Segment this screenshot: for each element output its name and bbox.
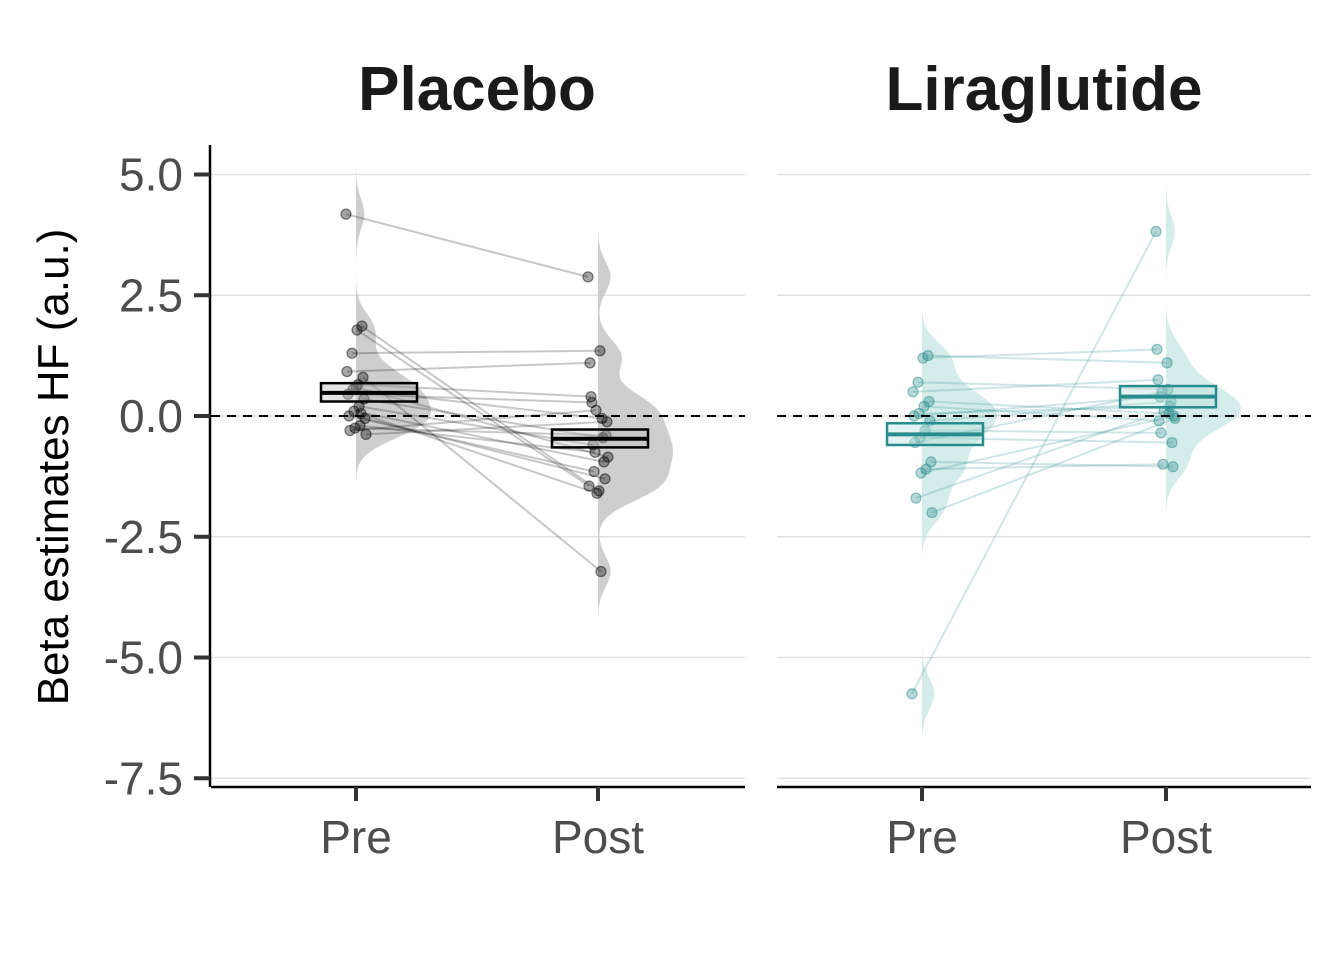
data-point-post [602,451,614,463]
data-point-post [584,357,596,369]
x-tick-label-pre: Pre [320,811,392,863]
y-axis: 5.0 2.5 0.0 -2.5 -5.0 -7.5 [104,145,212,804]
pair-line [351,349,601,355]
data-point-pre [912,376,924,388]
pair-line [345,213,589,278]
y-tick-label: -2.5 [104,511,183,563]
data-point-pre [917,352,929,364]
data-point-post [594,345,606,357]
pair-line [354,427,607,437]
pair-line [357,383,592,398]
pair-line [929,400,1172,422]
data-point-pre [907,386,919,398]
data-point-pre [926,506,938,519]
data-point-post [1166,436,1178,449]
data-point-pre [346,347,358,359]
pair-line [928,400,1170,415]
y-tick-label: 2.5 [119,269,183,321]
data-point-post [1155,427,1167,439]
y-tick-label: -7.5 [104,752,183,804]
data-point-post [591,487,603,499]
pair-line [363,398,604,439]
density-post [1166,184,1241,516]
data-point-pre [906,688,918,700]
data-point-post [583,480,595,492]
data-point-post [588,465,600,478]
pair-line [925,463,1164,471]
pair-line [915,410,1165,500]
pair-line [919,436,1173,444]
pair-line [922,348,1158,360]
pair-line [353,410,605,463]
data-point-pre [344,424,356,437]
data-point-pre [360,428,372,440]
data-point-post [1150,225,1162,238]
data-point-post [595,565,607,578]
panel-placebo: Placebo Pre Post [211,55,745,863]
density-pre [922,309,997,743]
pair-line [360,412,598,495]
y-tick-label: -5.0 [104,632,183,684]
data-point-post [1153,415,1165,427]
data-point-pre [910,492,922,504]
pair-line [361,325,600,492]
y-axis-title: Beta estimates HF (a.u.) [29,229,78,706]
pair-line [927,354,1168,364]
data-point-post [599,473,611,485]
data-point-post [582,271,594,283]
data-point-post [1167,461,1179,473]
panel-liraglutide: Liraglutide Pre Post [777,55,1311,863]
data-point-post [1151,343,1163,355]
pair-line [920,415,1175,474]
data-point-pre [915,467,927,479]
pair-line [355,386,609,459]
data-point-post [1161,357,1173,369]
pair-line [365,420,608,436]
x-tick-label-pre: Pre [886,811,958,863]
pair-line [356,329,590,487]
pair-line [912,378,1159,393]
x-tick-label-post: Post [1120,811,1212,863]
panel-title-placebo: Placebo [358,55,596,124]
data-point-pre [351,324,363,336]
pair-line [923,405,1160,422]
data-point-post [1157,458,1169,470]
pair-line [931,417,1176,514]
data-point-post [1169,412,1181,425]
pair-line [346,361,591,373]
data-point-pre [340,208,352,220]
pair-line [348,415,595,473]
density-pre [356,167,431,483]
pair-line [364,417,606,480]
data-point-pre [341,365,353,378]
pair-line [347,393,593,404]
data-point-post [1152,374,1164,386]
data-point-pre [355,407,367,420]
pair-line [349,409,597,432]
pair-line [911,231,1157,695]
data-point-post [589,446,601,458]
panel-title-liraglutide: Liraglutide [886,55,1203,124]
pair-line [930,460,1174,468]
pair-line [924,429,1162,434]
pair-line [917,381,1169,391]
data-point-post [590,404,602,416]
y-tick-label: 5.0 [119,149,183,201]
pair-line [362,376,602,573]
density-post [598,229,673,620]
x-tick-label-post: Post [552,811,644,863]
data-point-post [601,416,613,428]
y-tick-label: 0.0 [119,390,183,442]
